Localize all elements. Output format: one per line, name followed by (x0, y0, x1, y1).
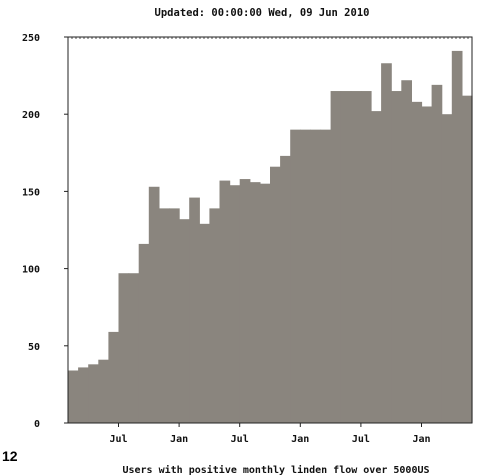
bar (219, 180, 231, 423)
chart-title: Updated: 00:00:00 Wed, 09 Jun 2010 (155, 7, 370, 19)
figure-number: 12 (2, 448, 18, 464)
plot-border (67, 36, 473, 424)
bar (421, 106, 433, 423)
y-tick-label: 150 (22, 187, 40, 198)
bar (88, 364, 99, 423)
y-tick-label: 50 (28, 342, 40, 353)
bar (128, 273, 140, 423)
bar (310, 129, 322, 423)
y-tick-label: 200 (22, 110, 40, 121)
bar (199, 223, 210, 423)
bar (158, 208, 170, 423)
bar (290, 129, 301, 423)
bars (68, 50, 473, 424)
bar (108, 331, 120, 423)
bar (249, 182, 261, 423)
bar (169, 208, 180, 423)
bar (431, 84, 443, 424)
bar (179, 219, 190, 423)
bar (451, 50, 463, 424)
x-tick-label: Jul (109, 434, 127, 445)
bar (411, 101, 423, 423)
bar (340, 91, 352, 423)
x-tick-label: Jan (291, 434, 309, 445)
bar (270, 166, 281, 423)
bar (259, 183, 271, 423)
bar (78, 367, 89, 423)
bar (98, 359, 109, 423)
y-tick-label: 250 (22, 33, 40, 44)
x-tick-label: Jul (352, 434, 370, 445)
bar (229, 185, 241, 423)
bar (300, 129, 311, 423)
bar (360, 91, 372, 423)
y-tick-label: 0 (34, 419, 40, 430)
y-tick-label: 100 (22, 265, 40, 276)
bar (320, 129, 332, 423)
x-tick-label: Jan (412, 434, 430, 445)
bar (381, 63, 392, 423)
bar (441, 114, 453, 423)
bar (371, 111, 382, 424)
bar (189, 197, 200, 423)
y-axis: 0 50 100 150 200 250 (22, 33, 68, 430)
x-axis-label: Users with positive monthly linden flow … (122, 464, 429, 476)
plot-frame (67, 36, 473, 424)
bar (138, 243, 150, 423)
bar (280, 155, 291, 423)
bar (209, 208, 221, 423)
bar (148, 186, 160, 423)
x-tick-label: Jan (170, 434, 188, 445)
bar (401, 80, 412, 423)
bar (118, 273, 130, 423)
bar (239, 179, 251, 423)
bar (350, 91, 362, 423)
bar (68, 370, 79, 423)
bar (461, 95, 473, 424)
bar (391, 91, 402, 423)
bar (330, 91, 342, 423)
x-tick-label: Jul (231, 434, 249, 445)
x-axis: Jul Jan Jul Jan Jul Jan (109, 423, 431, 445)
